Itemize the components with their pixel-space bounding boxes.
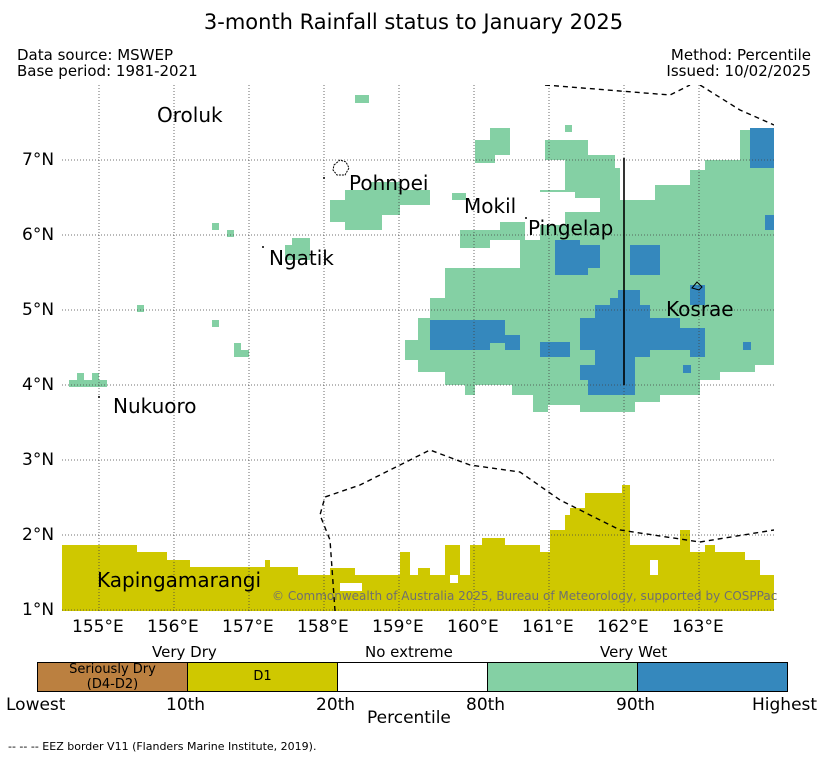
very-wet-patch — [212, 223, 219, 230]
lat-tick: 6°N — [22, 225, 55, 245]
legend-category-very-dry: Very Dry — [152, 643, 217, 661]
lat-tick: 2°N — [22, 525, 55, 545]
no-extreme-gap — [340, 583, 362, 591]
legend-highest — [637, 662, 788, 692]
place-pingelap: Pingelap — [528, 216, 614, 240]
very-wet-patch — [227, 230, 234, 237]
lat-tick: 7°N — [22, 150, 55, 170]
highest-region — [630, 245, 660, 275]
highest-region — [555, 240, 600, 275]
method: Method: Percentile — [670, 46, 811, 64]
d1-region — [62, 485, 774, 611]
very-wet-region — [452, 193, 466, 200]
very-wet-patch — [212, 320, 219, 327]
legend-tick-lowest: Lowest — [6, 695, 66, 715]
highest-region — [540, 342, 570, 357]
place-ngatik: Ngatik — [269, 246, 334, 270]
ant-atoll-dot — [323, 177, 325, 179]
highest-region — [430, 320, 520, 350]
legend-tick-20th: 20th — [316, 695, 356, 715]
ngatik-dot — [262, 246, 264, 248]
no-extreme-gap — [450, 575, 458, 583]
legend-tick-80th: 80th — [466, 695, 506, 715]
legend-d1: D1 — [187, 662, 338, 692]
legend-category-very-wet: Very Wet — [600, 643, 668, 661]
legend-seriously-dry-label: Seriously Dry (D4-D2) — [69, 662, 156, 692]
base-period: Base period: 1981-2021 — [17, 62, 198, 80]
data-source: Data source: MSWEP — [17, 46, 174, 64]
no-extreme-gap — [650, 560, 658, 575]
lon-tick: 162°E — [597, 617, 649, 637]
lat-tick: 1°N — [22, 600, 55, 620]
lon-tick: 155°E — [72, 617, 124, 637]
very-wet-region — [330, 182, 430, 230]
pingelap-dot — [525, 217, 527, 219]
legend-category-no-extreme: No extreme — [365, 643, 453, 661]
lon-tick: 163°E — [672, 617, 724, 637]
place-mokil: Mokil — [464, 194, 517, 218]
pohnpei-island — [332, 159, 350, 176]
very-wet-region — [234, 343, 249, 357]
footnote: -- -- -- EEZ border V11 (Flanders Marine… — [8, 740, 317, 753]
legend-seriously-dry: Seriously Dry (D4-D2) — [37, 662, 188, 692]
place-nukuoro: Nukuoro — [113, 394, 197, 418]
copyright: © Commonwealth of Australia 2025, Bureau… — [272, 589, 778, 603]
rainfall-map — [62, 85, 774, 611]
lat-tick: 5°N — [22, 300, 55, 320]
highest-patch — [765, 215, 774, 230]
issued-date: Issued: 10/02/2025 — [666, 62, 811, 80]
lon-tick: 160°E — [447, 617, 499, 637]
legend-very-wet — [487, 662, 638, 692]
place-kosrae: Kosrae — [666, 297, 734, 321]
highest-patch — [743, 342, 751, 350]
graticule — [62, 85, 774, 611]
lon-tick: 161°E — [522, 617, 574, 637]
lon-tick: 159°E — [372, 617, 424, 637]
nukuoro-dot — [98, 396, 100, 398]
very-wet-region — [475, 128, 510, 163]
eez-border — [319, 85, 774, 611]
lat-tick: 3°N — [22, 450, 55, 470]
very-wet-region — [69, 373, 107, 387]
kosrae-island — [691, 281, 703, 291]
lon-tick: 157°E — [222, 617, 274, 637]
legend-tick-10th: 10th — [166, 695, 206, 715]
place-oroluk: Oroluk — [157, 103, 223, 127]
lon-tick: 158°E — [297, 617, 349, 637]
very-wet-region — [285, 238, 310, 260]
legend-d1-label: D1 — [253, 669, 272, 684]
very-wet-region — [540, 140, 620, 212]
legend-tick-90th: 90th — [616, 695, 656, 715]
very-wet-region — [460, 222, 525, 248]
legend-axis-label: Percentile — [367, 708, 451, 728]
legend-no-extreme — [337, 662, 488, 692]
highest-patch — [683, 365, 691, 373]
very-wet-patch — [137, 305, 144, 312]
highest-region — [580, 290, 705, 395]
map-title: 3-month Rainfall status to January 2025 — [203, 10, 624, 34]
place-kapingamarangi: Kapingamarangi — [97, 568, 262, 592]
legend-tick-highest: Highest — [752, 695, 818, 715]
place-pohnpei: Pohnpei — [349, 171, 429, 195]
lon-tick: 156°E — [147, 617, 199, 637]
highest-patch — [750, 128, 774, 168]
very-wet-patch — [355, 95, 369, 103]
lat-tick: 4°N — [22, 375, 55, 395]
very-wet-patch — [565, 125, 572, 132]
highest-region — [690, 285, 705, 305]
